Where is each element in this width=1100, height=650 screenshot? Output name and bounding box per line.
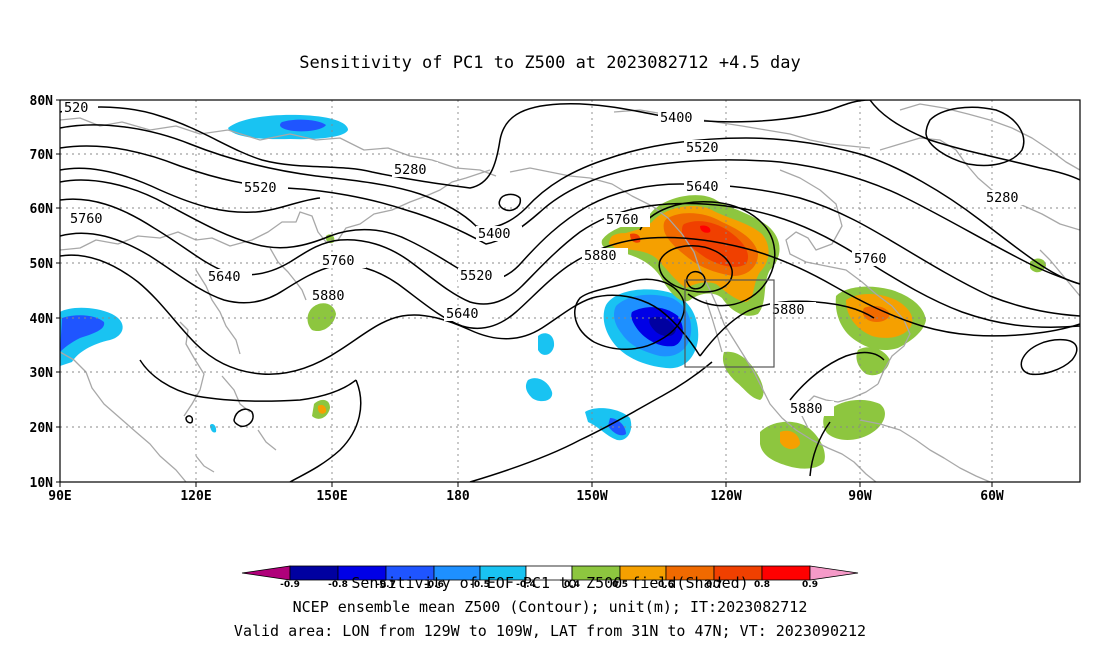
shade-orange-wp-b: [317, 404, 327, 414]
contour-label: 5760: [322, 253, 355, 269]
contour-label: 5880: [790, 401, 823, 417]
latitude-axis: 80N 70N 60N 50N 40N 30N 20N 10N: [30, 94, 60, 491]
caption-valid-area: Valid area: LON from 129W to 109W, LAT f…: [234, 622, 866, 640]
lat-label: 80N: [30, 94, 54, 109]
lat-label: 50N: [30, 257, 54, 272]
contour-label: 5520: [244, 180, 277, 196]
contour-label: 5760: [854, 251, 887, 267]
caption-shading: Sensitivity of EOF PC1 to Z500 field(Sha…: [351, 574, 748, 592]
shade-blue-pacific-c: [608, 418, 626, 436]
contour-label: 5760: [70, 211, 103, 227]
colorbar-low-arrow: [241, 565, 291, 581]
shade-navy-main-low: [649, 316, 676, 337]
contour-label: 5280: [394, 162, 427, 178]
contour-label: 5880: [312, 288, 345, 304]
shade-orange-central-am: [780, 430, 800, 450]
colorbar-label: -0.7: [376, 580, 396, 590]
shade-green-mexico: [722, 351, 764, 400]
lon-label: 90E: [48, 489, 71, 504]
shade-blue-westpac: [60, 315, 105, 352]
colorbar-swatch: [289, 565, 339, 581]
contour-label: 5880: [584, 248, 617, 264]
map-frame: [59, 99, 1081, 483]
colorbar-label: -0.8: [328, 580, 348, 590]
map-title: Sensitivity of PC1 to Z500 at 2023082712…: [299, 53, 801, 73]
lon-label: 150W: [576, 489, 607, 504]
colorbar-label: -0.5: [470, 580, 490, 590]
contour-label: 5640: [446, 306, 479, 322]
caption-contour: NCEP ensemble mean Z500 (Contour); unit(…: [293, 598, 808, 616]
contour-label: 5640: [208, 269, 241, 285]
contour-label: 5880: [772, 302, 805, 318]
shade-green-wp-a: [307, 303, 336, 332]
lat-label: 20N: [30, 421, 54, 436]
shade-red-nepac: [700, 225, 711, 233]
colorbar-label: 0.7: [706, 580, 722, 590]
contour-label: 520: [64, 100, 88, 116]
map-area: 520 5280 5400 5520 5640 5760 5880 5400 5…: [60, 100, 1080, 482]
shade-green-gulf: [856, 347, 890, 376]
shade-cyan-pacific-a: [538, 333, 555, 355]
lon-label: 180: [446, 489, 470, 504]
lon-label: 150E: [316, 489, 347, 504]
lon-label: 120W: [710, 489, 741, 504]
colorbar-label: 0.5: [612, 580, 628, 590]
shade-cyan-pacific-b: [525, 378, 553, 402]
shade-cyan-small-wp: [210, 423, 217, 433]
longitude-axis: 90E 120E 150E 180 150W 120W 90W 60W: [48, 482, 1004, 504]
contour-label: 5640: [686, 179, 719, 195]
colorbar-label: -0.9: [280, 580, 300, 590]
contour-label: 5400: [660, 110, 693, 126]
colorbar-label: -0.6: [424, 580, 444, 590]
colorbar-swatch: [761, 565, 811, 581]
lat-label: 40N: [30, 312, 54, 327]
valid-area-box: [684, 279, 775, 368]
lon-label: 120E: [180, 489, 211, 504]
lat-label: 30N: [30, 366, 54, 381]
lon-label: 60W: [980, 489, 1004, 504]
contour-label: 5520: [460, 268, 493, 284]
colorbar-label: -0.4: [516, 580, 536, 590]
colorbar: -0.9 -0.8 -0.7 -0.6 -0.5 -0.4 0.4 0.5 0.…: [241, 565, 859, 590]
colorbar-high-arrow: [809, 565, 859, 581]
colorbar-label: 0.4: [564, 580, 580, 590]
shade-green-caribbean: [823, 399, 885, 440]
shade-blue-arctic: [280, 119, 326, 132]
graticule: [60, 100, 1080, 482]
contour-label: 5760: [606, 212, 639, 228]
lat-label: 70N: [30, 148, 54, 163]
shade-orangered-nepac: [682, 221, 749, 267]
contour-label: 5520: [686, 140, 719, 156]
colorbar-label: 0.9: [802, 580, 818, 590]
colorbar-label: 0.8: [754, 580, 770, 590]
lat-label: 60N: [30, 202, 54, 217]
z500-contours: [60, 100, 1080, 482]
contour-labels: 520 5280 5400 5520 5640 5760 5880 5400 5…: [62, 100, 1030, 417]
colorbar-label: 0.6: [658, 580, 674, 590]
lon-label: 90W: [848, 489, 872, 504]
contour-label: 5400: [478, 226, 511, 242]
lat-label: 10N: [30, 476, 54, 491]
contour-label: 5280: [986, 190, 1019, 206]
